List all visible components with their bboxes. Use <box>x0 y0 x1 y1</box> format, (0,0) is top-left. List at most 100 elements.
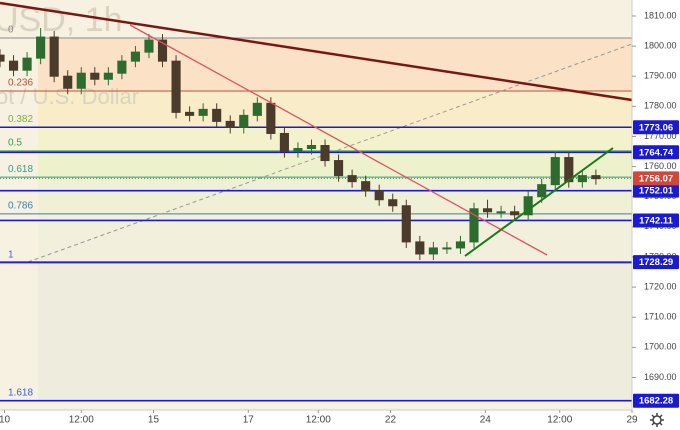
fib-label: 0.5 <box>8 138 22 149</box>
price-label: 1752.01 <box>639 186 674 197</box>
price-levels <box>0 126 632 402</box>
y-tick-label: 1700.00 <box>644 342 677 352</box>
fib-label: 0.236 <box>8 78 33 89</box>
x-tick-label: 10 <box>0 415 11 426</box>
candle-body <box>8 60 19 71</box>
fib-band <box>38 213 632 263</box>
candle-body <box>36 36 46 59</box>
price-label-box <box>633 183 679 198</box>
candle-body <box>198 108 208 116</box>
fib-label: 1.618 <box>8 388 33 399</box>
candle-body <box>252 102 262 116</box>
fib-band <box>38 127 632 151</box>
candle-body <box>455 241 466 249</box>
fib-label: 0.382 <box>8 114 33 125</box>
candle-body <box>564 157 574 183</box>
fib-label: 0.786 <box>8 201 33 212</box>
candle-body <box>428 247 438 255</box>
candle-body <box>279 132 289 153</box>
candle-body <box>401 205 411 243</box>
fib-band <box>38 177 632 214</box>
fib-band <box>38 262 632 401</box>
candle-body <box>537 184 547 198</box>
price-label-box <box>633 213 679 228</box>
time-axis-panel <box>0 410 632 430</box>
up-trend-line <box>464 147 614 257</box>
candle-body <box>157 39 168 62</box>
resistance-line <box>0 1 633 102</box>
price-label-box <box>633 145 679 160</box>
candle-body <box>442 247 452 250</box>
candle-body <box>0 54 5 62</box>
price-label: 1682.28 <box>639 396 673 407</box>
price-label: 1773.06 <box>639 122 673 133</box>
candle-body <box>225 120 235 128</box>
candle-body <box>550 157 560 186</box>
candle-body <box>185 111 195 116</box>
x-tick-label: 12:00 <box>69 415 94 426</box>
candle-body <box>117 60 127 74</box>
candles <box>0 28 601 260</box>
candle-body <box>144 39 154 53</box>
fib-band <box>38 90 632 128</box>
fib-label: 0.618 <box>8 164 33 175</box>
y-tick-label: 1800.00 <box>644 40 677 50</box>
price-label-box <box>633 393 679 408</box>
candle-body <box>496 211 506 214</box>
x-tick-label: 12:00 <box>547 415 572 426</box>
candle-body <box>347 175 357 183</box>
candle-body <box>22 57 32 71</box>
fib-label: 1 <box>8 250 14 261</box>
candle-body <box>361 181 371 192</box>
y-tick-label: 1780.00 <box>644 101 677 111</box>
price-label: 1742.11 <box>639 215 674 226</box>
fib-label: 0 <box>8 25 14 36</box>
price-label: 1764.74 <box>639 147 674 158</box>
candle-body <box>591 175 601 180</box>
x-tick-label: 22 <box>385 415 397 426</box>
candle-body <box>293 148 303 153</box>
y-tick-label: 1710.00 <box>644 312 677 322</box>
y-tick-label: 1770.00 <box>644 131 677 141</box>
y-tick-label: 1690.00 <box>644 372 677 382</box>
candle-body <box>103 72 113 80</box>
candle-body <box>63 75 73 89</box>
fib-band <box>38 37 632 91</box>
candle-body <box>469 208 479 243</box>
candle-body <box>415 241 425 255</box>
price-label: 1756.07 <box>639 173 673 184</box>
dashed-trend-line <box>27 43 633 263</box>
candle-body <box>334 160 344 177</box>
price-label: 1728.29 <box>639 257 673 268</box>
candle-body <box>388 199 398 207</box>
candle-body <box>76 72 86 89</box>
candle-body <box>130 51 140 62</box>
candle-body <box>266 102 276 134</box>
y-tick-label: 1810.00 <box>644 10 677 20</box>
x-tick-label: 29 <box>626 415 638 426</box>
price-label-box <box>633 255 679 270</box>
x-tick-label: 15 <box>148 415 160 426</box>
candle-body <box>482 208 493 213</box>
candle-body <box>510 211 520 216</box>
y-tick-label: 1760.00 <box>644 161 677 171</box>
candle-body <box>212 108 222 122</box>
candle-body <box>239 114 249 128</box>
y-tick-label: 1720.00 <box>644 281 677 291</box>
price-label-box <box>633 120 679 135</box>
candle-body <box>49 36 59 77</box>
x-tick-label: 12:00 <box>306 415 331 426</box>
x-tick-label: 24 <box>480 415 492 426</box>
down-trend-line <box>129 24 548 256</box>
candle-body <box>320 145 330 162</box>
axes: 1690.001700.001710.001720.001730.001740.… <box>0 10 679 426</box>
candle-body <box>306 145 317 150</box>
y-tick-label: 1790.00 <box>644 71 677 81</box>
x-tick-label: 17 <box>243 415 255 426</box>
candle-body <box>374 190 384 201</box>
price-label-box <box>633 171 679 186</box>
settings-icon[interactable] <box>650 413 664 427</box>
candle-body <box>90 72 100 80</box>
